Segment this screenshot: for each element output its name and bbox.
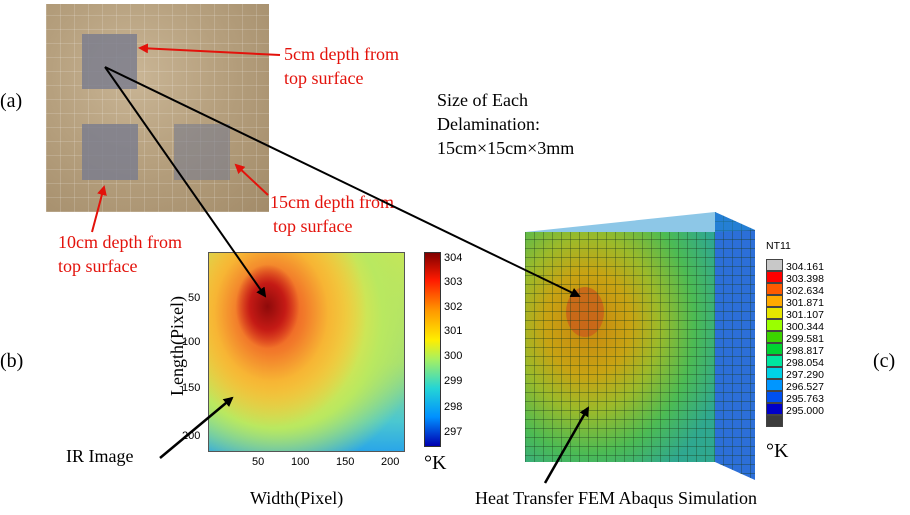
legend-swatch (766, 259, 783, 271)
ir-image-axes: 50 100 150 200 50 100 150 200 (182, 252, 405, 468)
label-15cm-depth: 15cm depth from top surface (270, 190, 394, 238)
cbar-tick-298: 298 (444, 401, 463, 413)
cbar-tick-302: 302 (444, 301, 463, 313)
ir-colorbar (424, 252, 441, 447)
legend-swatch (766, 415, 783, 427)
size-note-line3: 15cm×15cm×3mm (437, 138, 575, 158)
ir-xlabel: Width(Pixel) (250, 488, 344, 508)
legend-value: 295.763 (786, 393, 824, 405)
legend-value: 301.107 (786, 309, 824, 321)
cbar-tick-304: 304 (444, 252, 463, 264)
legend-swatch (766, 343, 783, 355)
fem-legend-swatches (766, 259, 783, 427)
ir-unit-label: °K (424, 452, 447, 474)
legend-value: 295.000 (786, 405, 824, 417)
legend-swatch (766, 403, 783, 415)
size-note-line2: Delamination: (437, 114, 540, 134)
legend-swatch (766, 355, 783, 367)
legend-swatch (766, 391, 783, 403)
legend-value: 299.581 (786, 333, 824, 345)
ir-xtick-200: 200 (381, 456, 400, 468)
legend-swatch (766, 367, 783, 379)
cbar-tick-299: 299 (444, 375, 463, 387)
panel-label-a: (a) (0, 90, 23, 112)
fem-caption: Heat Transfer FEM Abaqus Simulation (475, 488, 757, 508)
fem-legend-values: 304.161 303.398 302.634 301.871 301.107 … (786, 261, 824, 417)
size-note: Size of Each Delamination: 15cm×15cm×3mm (437, 88, 574, 160)
legend-value: 297.290 (786, 369, 824, 381)
legend-value: 302.634 (786, 285, 824, 297)
legend-value: 298.817 (786, 345, 824, 357)
fem-unit-label: °K (766, 440, 789, 462)
specimen-photo (46, 4, 269, 212)
ir-xtick-100: 100 (291, 456, 310, 468)
delamination-5cm (82, 34, 137, 89)
delamination-15cm (174, 124, 230, 180)
cbar-tick-300: 300 (444, 350, 463, 362)
label-10cm-line2: top surface (58, 256, 138, 276)
cbar-tick-301: 301 (444, 325, 463, 337)
panel-label-c: (c) (873, 350, 896, 372)
ir-xtick-150: 150 (336, 456, 355, 468)
ir-ytick-200: 200 (182, 430, 201, 442)
label-15cm-line1: 15cm depth from (270, 192, 394, 212)
legend-swatch (766, 319, 783, 331)
legend-swatch (766, 307, 783, 319)
size-note-line1: Size of Each (437, 90, 528, 110)
fem-legend-title: NT11 (766, 240, 791, 252)
ir-image-caption: IR Image (66, 446, 134, 466)
legend-value: 303.398 (786, 273, 824, 285)
legend-swatch (766, 379, 783, 391)
label-15cm-line2: top surface (273, 216, 353, 236)
ir-xtick-50: 50 (252, 456, 265, 468)
cbar-tick-297: 297 (444, 426, 463, 438)
panel-label-b: (b) (0, 350, 24, 372)
legend-value: 296.527 (786, 381, 824, 393)
legend-value: 301.871 (786, 297, 824, 309)
ir-ytick-50: 50 (188, 292, 201, 304)
cbar-tick-303: 303 (444, 276, 463, 288)
label-5cm-line1: 5cm depth from (284, 44, 399, 64)
ir-ytick-100: 100 (182, 336, 201, 348)
label-5cm-line2: top surface (284, 68, 364, 88)
ir-ylabel: Length(Pixel) (167, 296, 187, 396)
legend-swatch (766, 331, 783, 343)
fem-model-render (525, 212, 755, 480)
legend-value: 304.161 (786, 261, 824, 273)
legend-swatch (766, 295, 783, 307)
legend-value: 300.344 (786, 321, 824, 333)
fem-top-face (525, 212, 755, 232)
legend-swatch (766, 271, 783, 283)
label-5cm-depth: 5cm depth from top surface (284, 42, 399, 90)
label-10cm-depth: 10cm depth from top surface (58, 230, 182, 278)
legend-value: 298.054 (786, 357, 824, 369)
ir-ytick-150: 150 (182, 382, 201, 394)
delamination-10cm (82, 124, 138, 180)
legend-swatch (766, 283, 783, 295)
label-10cm-line1: 10cm depth from (58, 232, 182, 252)
